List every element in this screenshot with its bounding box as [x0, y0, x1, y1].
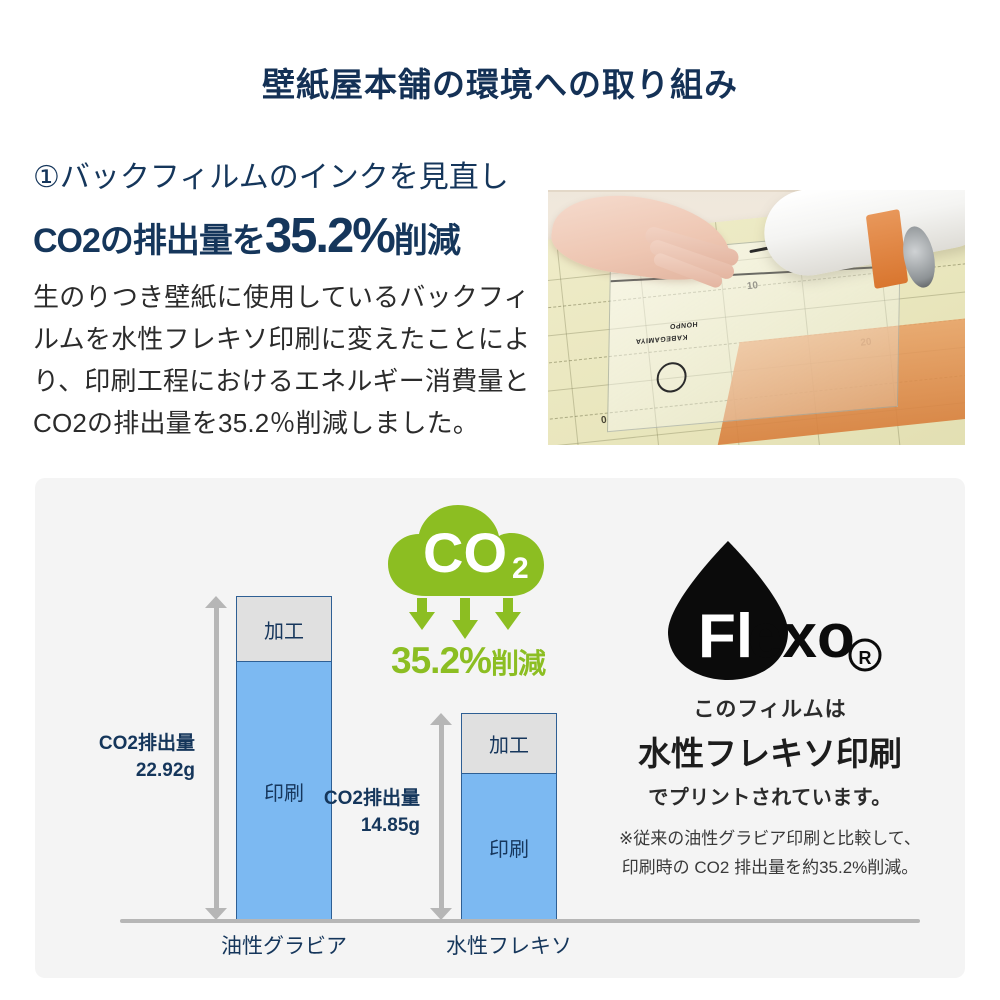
- chart-baseline: [120, 919, 920, 923]
- bar-segment-print-gravure: 印刷: [237, 662, 331, 921]
- reduction-percentage: 35.2%削減: [368, 640, 568, 682]
- brand-stamp-text: KABEGAMIYA: [635, 332, 688, 345]
- arrow-up-icon-2: [430, 713, 452, 725]
- measure-label-gravure: CO2排出量 22.92g: [75, 730, 195, 784]
- reduction-word: 削減: [490, 648, 546, 679]
- svg-text:exo: exo: [748, 602, 855, 671]
- measure-label-flexo: CO2排出量 14.85g: [300, 785, 420, 839]
- flexo-line-2: 水性フレキソ印刷: [638, 735, 902, 772]
- bar-segment-process-gravure: 加工: [237, 597, 331, 662]
- measure-value-gravure: 22.92g: [135, 760, 195, 781]
- arrow-down-icon: [205, 908, 227, 920]
- bar-segment-process-flexo: 加工: [462, 714, 556, 774]
- svg-text:CO: CO: [423, 521, 507, 584]
- measure-arrow-flexo: [430, 713, 452, 920]
- svg-text:R: R: [859, 648, 872, 668]
- measure-title-flexo: CO2排出量: [323, 788, 420, 809]
- svg-text:Fl: Fl: [698, 602, 753, 671]
- bar-gravure: 加工 印刷: [236, 596, 332, 921]
- bar-flexo: 加工 印刷: [461, 713, 557, 921]
- svg-text:2: 2: [512, 552, 529, 585]
- flexo-line-3: でプリントされています。: [648, 787, 892, 809]
- measure-value-flexo: 14.85g: [360, 815, 420, 836]
- brand-stamp-text-2: HONPO: [669, 319, 698, 330]
- co2-bar-chart: CO2排出量 22.92g 加工 印刷 油性グラビア CO2排出量 14.85g: [35, 478, 595, 978]
- reduction-number: 35.2%: [391, 640, 492, 681]
- measure-arrow-gravure: [205, 596, 227, 920]
- flexo-disclaimer-line-1: ※従来の油性グラビア印刷と比較して、: [619, 829, 921, 848]
- flexo-block: Fl exo R このフィルムは 水性フレキソ印刷 でプリントされています。 ※…: [600, 535, 940, 882]
- bar-segment-print-flexo: 印刷: [462, 774, 556, 921]
- co2-reduction-graphic: CO 2 35.2%削減: [368, 500, 568, 685]
- category-label-gravure: 油性グラビア: [221, 935, 347, 958]
- headline-prefix: CO2の排出量を: [33, 222, 266, 260]
- arrow-down-icon-2: [430, 908, 452, 920]
- wallpaper-film-photo: 0 10 20 KABEGAMIYA HONPO: [548, 190, 965, 445]
- water-droplet-icon: Fl exo R: [668, 541, 882, 680]
- body-paragraph: 生のりつき壁紙に使用しているバックフィルムを水性フレキソ印刷に変えたことにより、…: [33, 282, 531, 438]
- co2-cloud-icon: CO 2: [388, 505, 544, 639]
- flexo-disclaimer: ※従来の油性グラビア印刷と比較して、 印刷時の CO2 排出量を約35.2%削減…: [600, 824, 940, 882]
- lead-heading: ①バックフィルムのインクを見直し: [33, 161, 509, 194]
- arrow-up-icon: [205, 596, 227, 608]
- comparison-panel: CO2排出量 22.92g 加工 印刷 油性グラビア CO2排出量 14.85g: [35, 478, 965, 978]
- measure-title-gravure: CO2排出量: [98, 733, 195, 754]
- headline-percentage: 35.2%: [264, 209, 396, 263]
- category-label-flexo: 水性フレキソ: [446, 935, 572, 958]
- page-title: 壁紙屋本舗の環境への取り組み: [262, 66, 738, 103]
- flexo-logo: Fl exo R: [640, 535, 900, 685]
- flexo-line-1: このフィルムは: [693, 698, 847, 721]
- headline-suffix: 削減: [393, 222, 461, 260]
- headline: CO2の排出量を 35.2% 削減: [33, 208, 573, 264]
- flexo-disclaimer-line-2: 印刷時の CO2 排出量を約35.2%削減。: [621, 858, 919, 877]
- brand-stamp-icon: [656, 360, 687, 394]
